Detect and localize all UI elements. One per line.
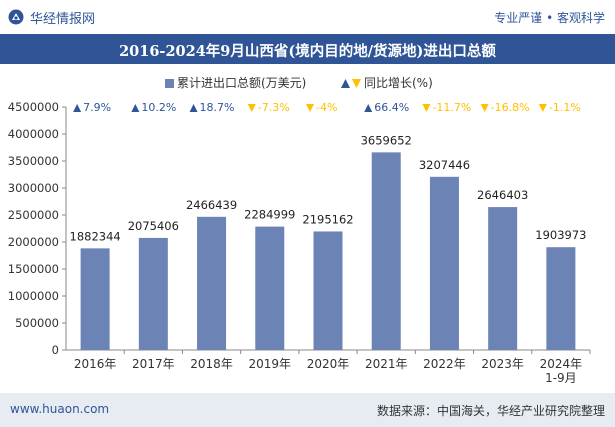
growth-label: -16.8% [491, 101, 530, 114]
legend-triangle-up-icon [341, 79, 350, 88]
x-tick-label: 2019年 [249, 357, 292, 371]
bar-chart: 累计进出口总额(万美元) 同比增长(%) 0 500000 1000000 15000… [8, 76, 591, 385]
growth-label: 18.7% [200, 101, 235, 114]
bar-value-label: 1903973 [535, 228, 586, 242]
bar [313, 231, 343, 350]
legend-triangle-down-icon [352, 79, 361, 88]
legend-bar-swatch [165, 79, 174, 88]
bar-value-label: 2466439 [186, 198, 237, 212]
growth-label: 66.4% [374, 101, 409, 114]
growth-down-triangle-icon [538, 104, 547, 112]
bar [371, 152, 401, 350]
growth-label: 10.2% [141, 101, 176, 114]
growth-label: -4% [316, 101, 337, 114]
chart-title: 2016-2024年9月山西省(境内目的地/货源地)进出口总额 [119, 43, 496, 60]
legend-label-total: 累计进出口总额(万美元) [177, 76, 306, 90]
bar [138, 237, 168, 350]
growth-label: -7.3% [258, 101, 290, 114]
bar [80, 248, 110, 350]
x-tick-label: 2017年 [132, 357, 175, 371]
x-tick-label: 2022年 [423, 357, 466, 371]
website-link[interactable]: www.huaon.com [10, 402, 110, 416]
legend-label-growth: 同比增长(%) [364, 76, 433, 90]
y-tick-label: 0 [52, 343, 59, 357]
title-bar: 2016-2024年9月山西省(境内目的地/货源地)进出口总额 [0, 34, 615, 64]
growth-label: -11.7% [432, 101, 471, 114]
growth-down-triangle-icon [306, 104, 314, 112]
bar [546, 247, 576, 350]
y-tick-label: 500000 [15, 316, 59, 330]
brand-name: 华经情报网 [30, 12, 96, 27]
bar [488, 207, 518, 350]
tagline: 专业严谨 • 客观科学 [494, 11, 605, 25]
footer-bar: www.huaon.com 数据来源：中国海关，华经产业研究院整理 [0, 393, 615, 427]
y-tick-label: 3000000 [8, 181, 59, 195]
axes: 0 500000 1000000 1500000 2000000 2500000 30000… [8, 100, 591, 385]
growth-up-triangle-icon [364, 104, 373, 112]
bar-value-label: 2284999 [244, 208, 295, 222]
bar-value-label: 3207446 [419, 158, 470, 172]
bar-value-label: 2195162 [302, 212, 353, 226]
growth-up-triangle-icon [131, 104, 140, 112]
growth-row: 7.9% 10.2% 18.7% -7.3% -4% 66.4% -11.7% -16.8% -… [73, 101, 581, 114]
growth-label: 7.9% [83, 101, 111, 114]
bar-value-label: 2646403 [477, 188, 528, 202]
data-source: 数据来源：中国海关，华经产业研究院整理 [376, 404, 605, 418]
y-tick-label: 1000000 [8, 289, 59, 303]
y-tick-label: 2000000 [8, 235, 59, 249]
y-tick-label: 4500000 [8, 100, 59, 114]
bars: 1882344 2075406 2466439 2284999 2195162 36596… [70, 133, 586, 350]
y-tick-label: 1500000 [8, 262, 59, 276]
bar-value-label: 3659652 [361, 133, 412, 147]
y-tick-label: 4000000 [8, 127, 59, 141]
growth-up-triangle-icon [73, 104, 82, 112]
x-tick-label: 2020年 [307, 357, 350, 371]
growth-down-triangle-icon [422, 104, 431, 112]
y-tick-label: 2500000 [8, 208, 59, 222]
bar-value-label: 2075406 [128, 219, 179, 233]
growth-up-triangle-icon [189, 104, 198, 112]
x-tick-label: 2023年 [481, 357, 524, 371]
huajing-logo-icon [8, 9, 24, 25]
x-tick-label: 2024年 [540, 357, 583, 371]
growth-down-triangle-icon [480, 104, 489, 112]
growth-label: -1.1% [549, 101, 581, 114]
legend: 累计进出口总额(万美元) 同比增长(%) [165, 76, 433, 90]
x-tick-label: 2018年 [190, 357, 233, 371]
bar [255, 226, 285, 350]
top-bar: 华经情报网 专业严谨 • 客观科学 [0, 0, 615, 34]
bar [197, 216, 227, 350]
bar-value-label: 1882344 [70, 229, 121, 243]
x-tick-label: 1-9月 [545, 371, 577, 385]
x-tick-label: 2021年 [365, 357, 408, 371]
growth-down-triangle-icon [247, 104, 256, 112]
bar [429, 176, 459, 350]
x-tick-label: 2016年 [74, 357, 117, 371]
y-tick-label: 3500000 [8, 154, 59, 168]
